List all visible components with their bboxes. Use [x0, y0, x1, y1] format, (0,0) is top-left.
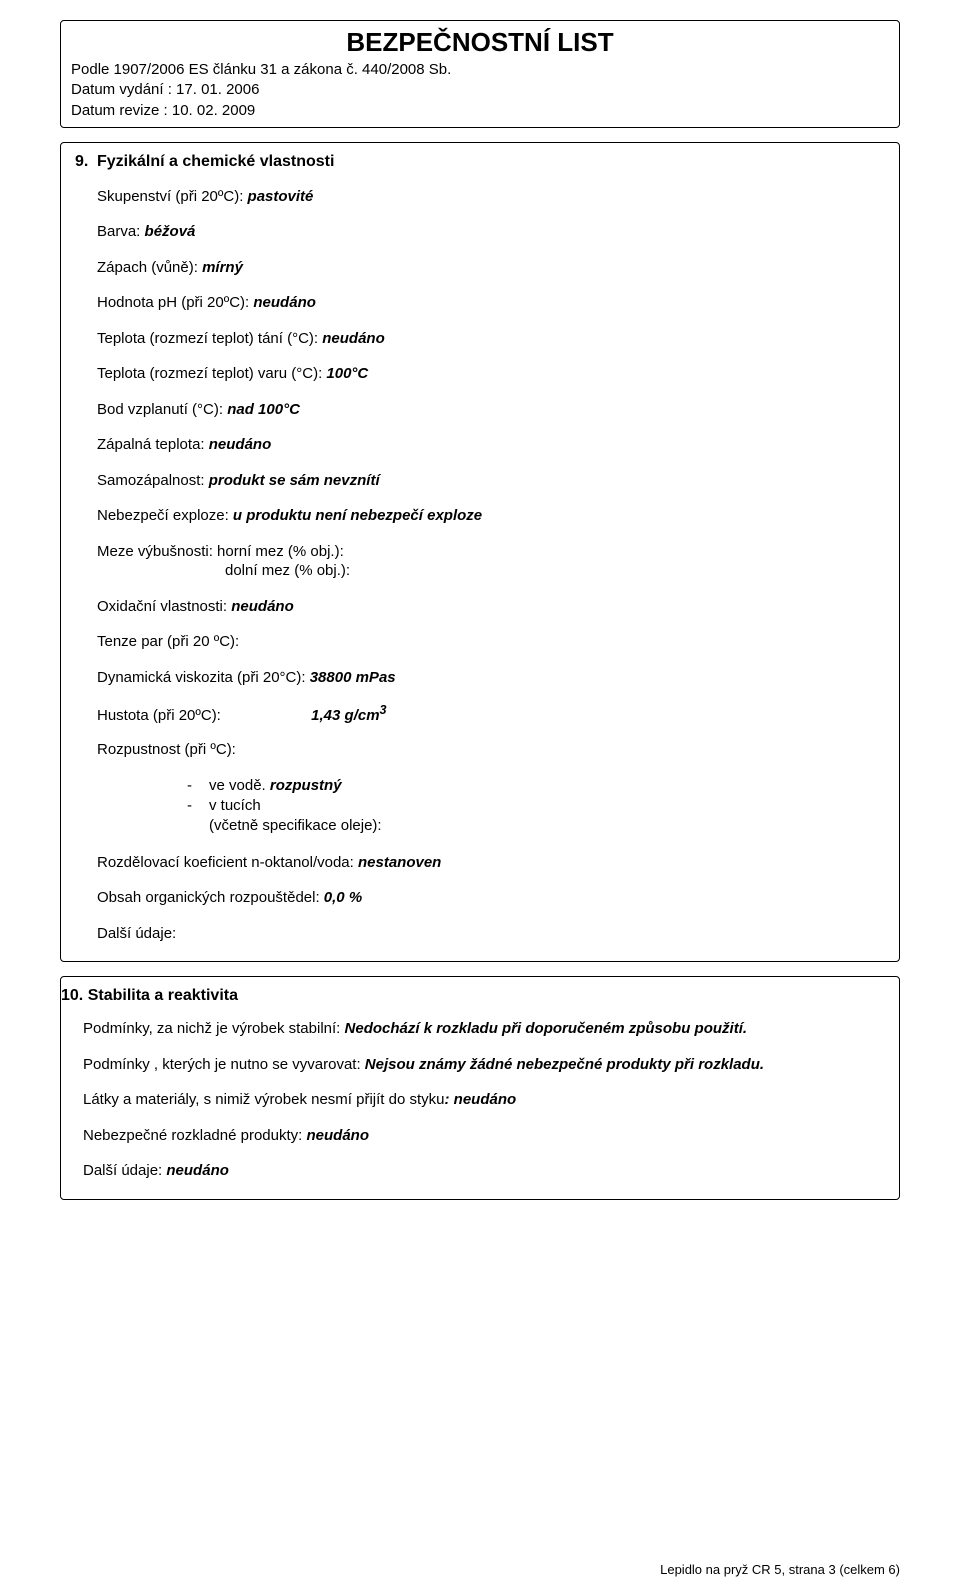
solubility-label: Rozpustnost (při ºC): [97, 740, 885, 760]
header-box: BEZPEČNOSTNÍ LIST Podle 1907/2006 ES člá… [60, 20, 900, 128]
flashpoint-line: Bod vzplanutí (°C): nad 100°C [97, 400, 885, 420]
section-10-title: Stabilita a reaktivita [88, 987, 238, 1004]
color-line: Barva: béžová [97, 222, 885, 242]
ph-line: Hodnota pH (při 20ºC): neudáno [97, 293, 885, 313]
page: BEZPEČNOSTNÍ LIST Podle 1907/2006 ES člá… [0, 0, 960, 1595]
other-data-line: Další údaje: [97, 924, 885, 944]
oxidizing-line: Oxidační vlastnosti: neudáno [97, 597, 885, 617]
section-10-header: 10. Stabilita a reaktivita [61, 987, 885, 1005]
other-data-10-line: Další údaje: neudáno [83, 1161, 885, 1181]
density-line: Hustota (při 20ºC): 1,43 g/cm3 [97, 703, 885, 724]
state-line: Skupenství (při 20ºC): pastovité [97, 187, 885, 207]
partition-line: Rozdělovací koeficient n-oktanol/voda: n… [97, 853, 885, 873]
section-10-box: 10. Stabilita a reaktivita Podmínky, za … [60, 976, 900, 1200]
revision-date: Datum revize : 10. 02. 2009 [71, 101, 889, 121]
page-footer: Lepidlo na pryž CR 5, strana 3 (celkem 6… [660, 1562, 900, 1577]
organic-solvents-line: Obsah organických rozpouštědel: 0,0 % [97, 888, 885, 908]
section-9-title: Fyzikální a chemické vlastnosti [97, 153, 885, 171]
section-9-box: 9. Fyzikální a chemické vlastnosti Skupe… [60, 142, 900, 962]
ignition-temp-line: Zápalná teplota: neudáno [97, 435, 885, 455]
hazardous-decomp-line: Nebezpečné rozkladné produkty: neudáno [83, 1126, 885, 1146]
viscosity-line: Dynamická viskozita (při 20°C): 38800 mP… [97, 668, 885, 688]
explosion-hazard-line: Nebezpečí exploze: u produktu není nebez… [97, 506, 885, 526]
avoid-conditions-line: Podmínky , kterých je nutno se vyvarovat… [83, 1055, 885, 1075]
incompatible-materials-line: Látky a materiály, s nimiž výrobek nesmí… [83, 1090, 885, 1110]
odor-line: Zápach (vůně): mírný [97, 258, 885, 278]
section-9-number: 9. [75, 153, 97, 947]
solubility-list: -ve vodě. rozpustný -v tucích (včetně sp… [187, 776, 885, 837]
explosion-limits-upper: Meze výbušnosti: horní mez (% obj.): [97, 542, 885, 562]
vapor-pressure-line: Tenze par (při 20 ºC): [97, 632, 885, 652]
stable-conditions-line: Podmínky, za nichž je výrobek stabilní: … [83, 1019, 885, 1039]
section-10-number: 10. [61, 987, 83, 1004]
regulation-line: Podle 1907/2006 ES článku 31 a zákona č.… [71, 60, 889, 80]
melting-line: Teplota (rozmezí teplot) tání (°C): neud… [97, 329, 885, 349]
boiling-line: Teplota (rozmezí teplot) varu (°C): 100°… [97, 364, 885, 384]
explosion-limits-lower: dolní mez (% obj.): [97, 561, 885, 581]
issue-date: Datum vydání : 17. 01. 2006 [71, 80, 889, 100]
doc-title: BEZPEČNOSTNÍ LIST [71, 27, 889, 58]
selfignition-line: Samozápalnost: produkt se sám nevznítí [97, 471, 885, 491]
